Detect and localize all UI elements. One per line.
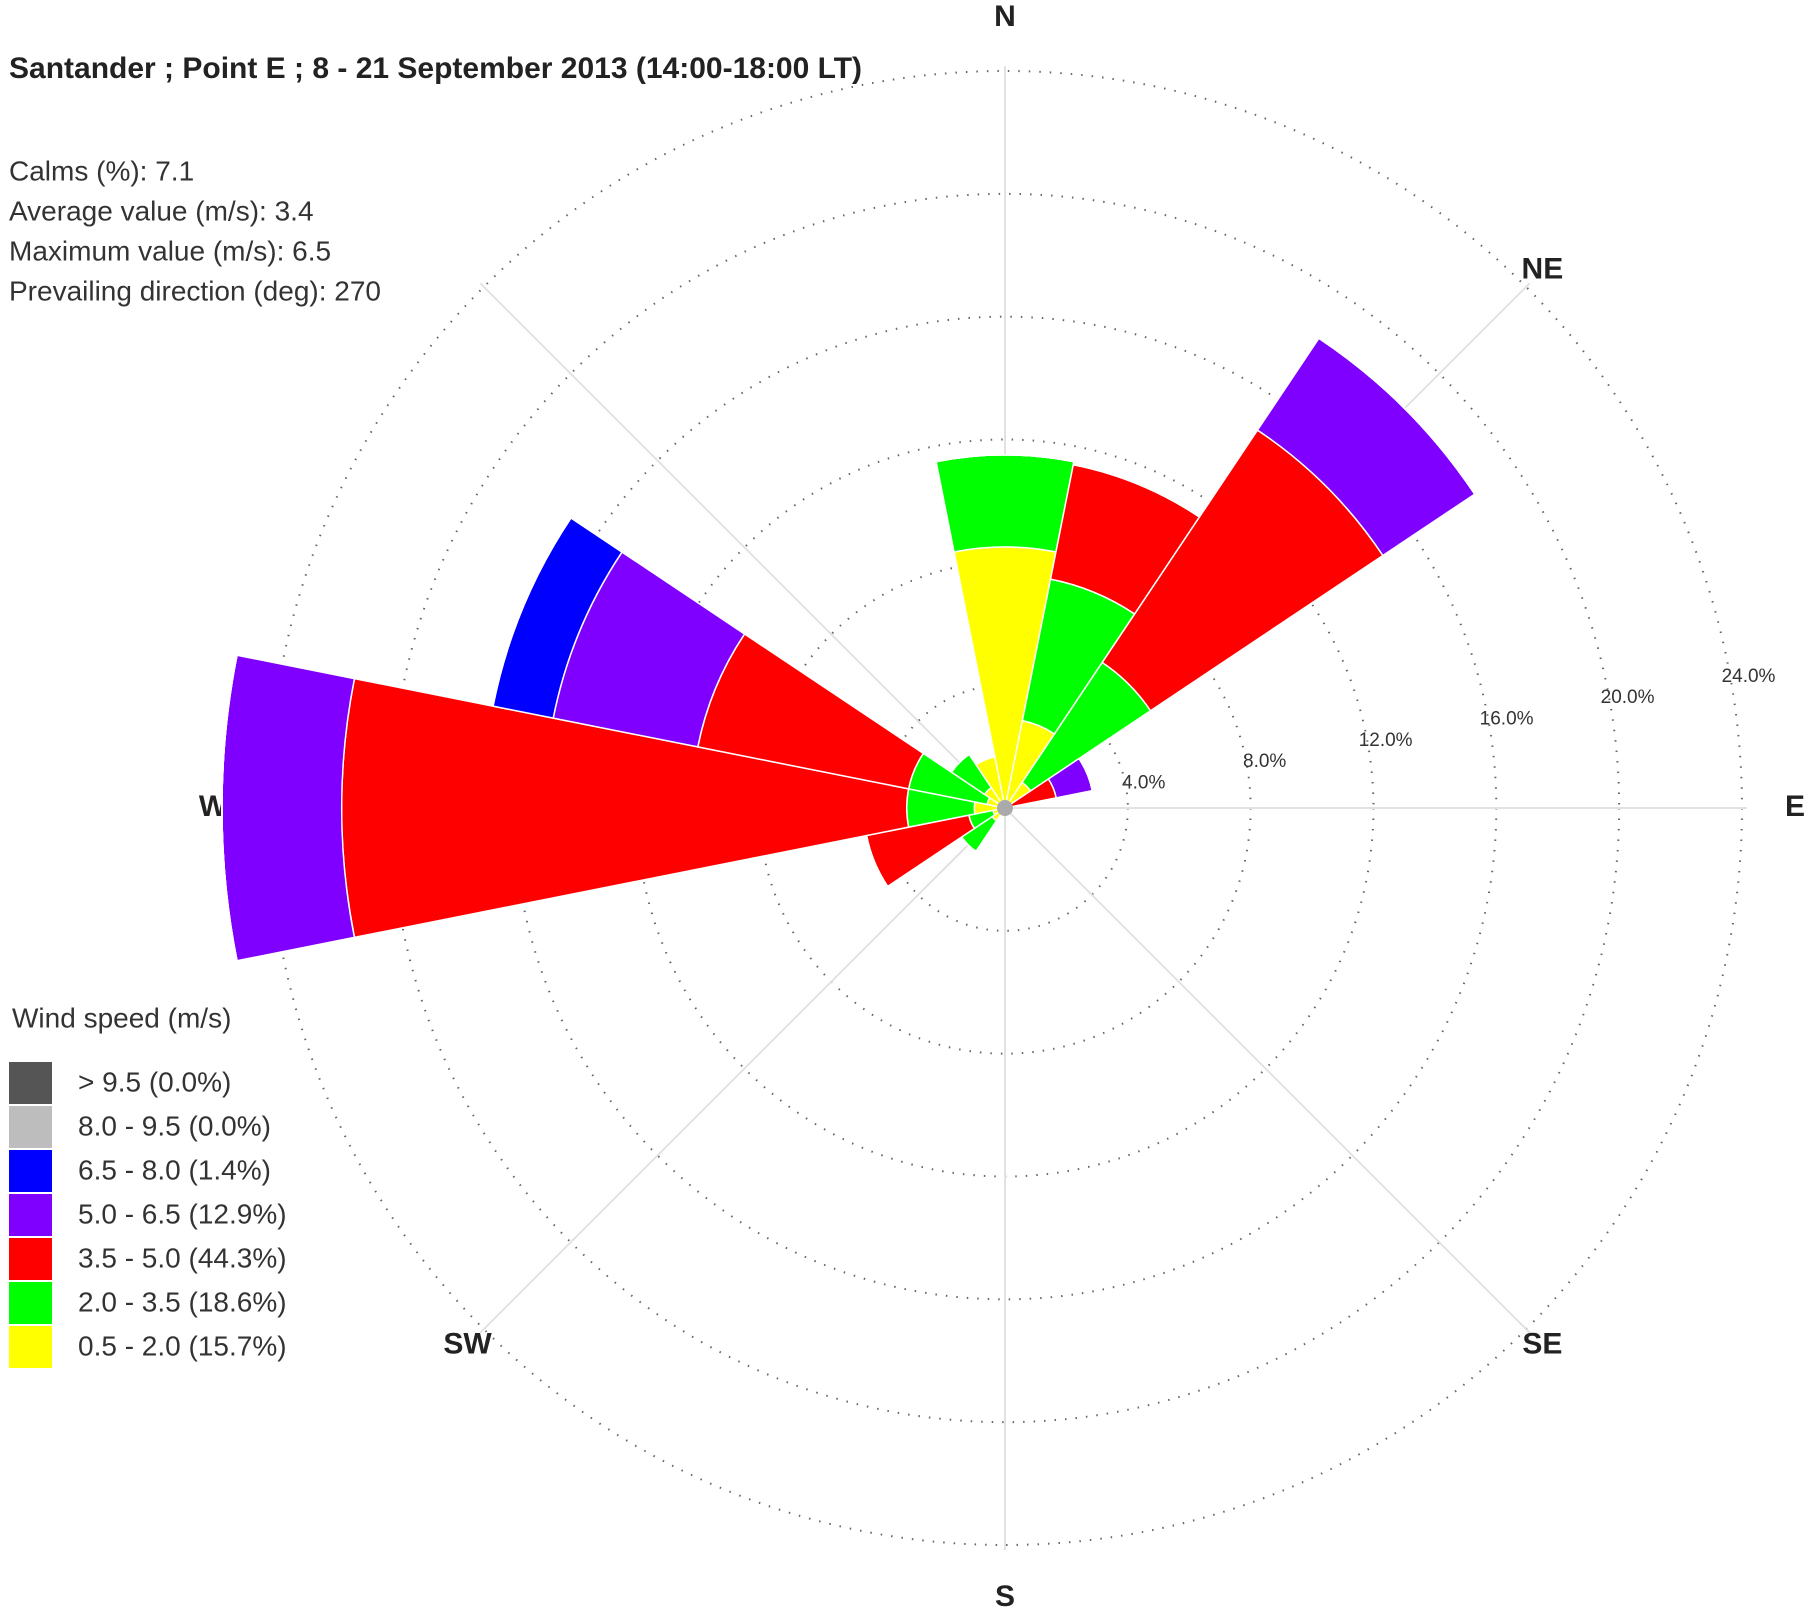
- r-tick-label: 16.0%: [1480, 709, 1534, 730]
- info-line: Calms (%): 7.1: [9, 155, 194, 186]
- r-tick-label: 4.0%: [1122, 773, 1165, 794]
- legend-swatch: [9, 1282, 52, 1324]
- legend-label: 2.0 - 3.5 (18.6%): [78, 1286, 287, 1317]
- legend-label: 8.0 - 9.5 (0.0%): [78, 1110, 271, 1141]
- legend-title: Wind speed (m/s): [12, 1002, 231, 1033]
- compass-label: E: [1785, 790, 1805, 823]
- calm-center: [997, 800, 1013, 816]
- r-tick-label: 12.0%: [1359, 730, 1413, 751]
- info-line: Maximum value (m/s): 6.5: [9, 235, 331, 266]
- chart-title: Santander ; Point E ; 8 - 21 September 2…: [9, 52, 862, 85]
- legend-label: 0.5 - 2.0 (15.7%): [78, 1330, 287, 1361]
- compass-label: NE: [1522, 253, 1564, 286]
- sector: [935, 454, 1075, 553]
- compass-label: SW: [443, 1327, 492, 1360]
- info-line: Prevailing direction (deg): 270: [9, 275, 381, 306]
- sector: [1078, 758, 1094, 791]
- axis-line: [1004, 807, 1531, 1334]
- r-tick-label: 8.0%: [1243, 751, 1286, 772]
- axis-line: [479, 807, 1006, 1334]
- compass-label: N: [994, 0, 1016, 33]
- legend-label: > 9.5 (0.0%): [78, 1066, 231, 1097]
- sector: [975, 756, 995, 766]
- info-line: Average value (m/s): 3.4: [9, 195, 314, 226]
- sector: [221, 654, 356, 962]
- legend-swatch: [9, 1194, 52, 1236]
- r-tick-label: 24.0%: [1722, 666, 1776, 687]
- legend-swatch: [9, 1150, 52, 1192]
- compass-label: SE: [1522, 1327, 1562, 1360]
- axis-line: [479, 282, 1006, 809]
- legend-label: 3.5 - 5.0 (44.3%): [78, 1242, 287, 1273]
- r-tick-label: 20.0%: [1601, 687, 1655, 708]
- legend-swatch: [9, 1238, 52, 1280]
- legend-swatch: [9, 1326, 52, 1368]
- legend-label: 6.5 - 8.0 (1.4%): [78, 1154, 271, 1185]
- legend-swatch: [9, 1062, 52, 1104]
- legend-swatch: [9, 1106, 52, 1148]
- compass-label: S: [995, 1580, 1015, 1613]
- legend-label: 5.0 - 6.5 (12.9%): [78, 1198, 287, 1229]
